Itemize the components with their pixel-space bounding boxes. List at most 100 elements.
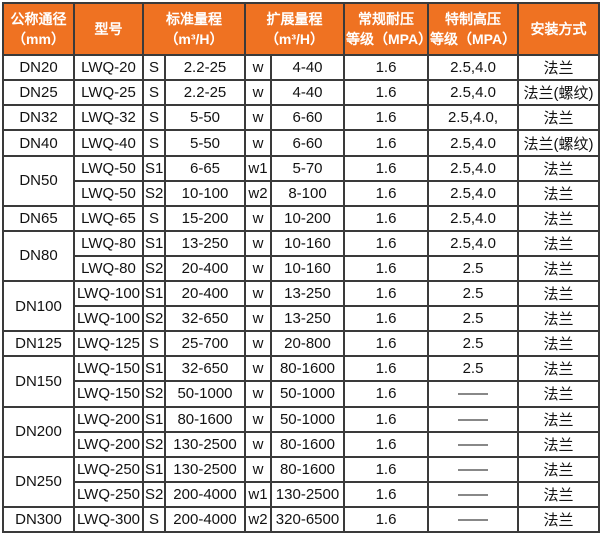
- header-extended-range: 扩展量程 （m³/H）: [244, 1, 345, 57]
- cell-std-range: 2.2-25: [164, 54, 246, 82]
- cell-ext-grade: w: [244, 355, 272, 383]
- table-row: DN200 LWQ-200 S1 80-1600 w 50-1000 1.6 —…: [2, 405, 600, 458]
- cell-normal-pressure: 1.6: [343, 380, 429, 408]
- cell-high-pressure: 2.5,4.0: [427, 204, 519, 232]
- cell-install: 法兰: [517, 179, 600, 207]
- cell-ext-grade: w: [244, 254, 272, 283]
- cell-normal-pressure: 1.6: [343, 254, 429, 283]
- cell-ext-grade: w2: [244, 505, 272, 534]
- cell-dn: DN40: [2, 129, 75, 157]
- cell-normal-pressure: 1.6: [343, 480, 429, 508]
- cell-std-range: 20-400: [164, 280, 246, 308]
- cell-ext-grade: w1: [244, 154, 272, 182]
- cell-std-range: 32-650: [164, 305, 246, 333]
- cell-model: LWQ-40: [73, 129, 144, 157]
- cell-std-grade: S2: [142, 179, 166, 207]
- cell-std-range: 10-100: [164, 179, 246, 207]
- cell-high-pressure: ——: [427, 430, 519, 458]
- cell-normal-pressure: 1.6: [343, 330, 429, 358]
- cell-ext-grade: w2: [244, 179, 272, 207]
- cell-ext-grade: w: [244, 104, 272, 132]
- cell-model: LWQ-300: [73, 505, 144, 534]
- cell-install: 法兰: [517, 380, 600, 408]
- cell-model: LWQ-50: [73, 154, 144, 182]
- cell-std-grade: S2: [142, 480, 166, 508]
- cell-std-range: 50-1000: [164, 380, 246, 408]
- cell-ext-range: 6-60: [270, 104, 345, 132]
- cell-std-grade: S1: [142, 405, 166, 433]
- cell-std-range: 2.2-25: [164, 79, 246, 107]
- table-row: DN250 LWQ-250 S1 130-2500 w 80-1600 1.6 …: [2, 455, 600, 508]
- cell-std-grade: S1: [142, 154, 166, 182]
- cell-normal-pressure: 1.6: [343, 505, 429, 534]
- cell-install: 法兰: [517, 480, 600, 508]
- table-row: LWQ-150 S2 50-1000 w 50-1000 1.6 —— 法兰: [3, 380, 600, 408]
- cell-std-grade: S1: [142, 229, 166, 257]
- cell-normal-pressure: 1.6: [343, 430, 429, 458]
- cell-std-grade: S: [142, 79, 166, 107]
- cell-model: LWQ-25: [73, 79, 144, 107]
- cell-high-pressure: 2.5: [427, 305, 519, 333]
- table-row: LWQ-80 S2 20-400 w 10-160 1.6 2.5 法兰: [3, 254, 600, 283]
- cell-high-pressure: 2.5,4.0: [427, 54, 519, 82]
- cell-high-pressure: 2.5,4.0: [427, 154, 519, 182]
- cell-ext-grade: w: [244, 204, 272, 232]
- cell-std-range: 32-650: [164, 355, 246, 383]
- table-row: DN150 LWQ-150 S1 32-650 w 80-1600 1.6 2.…: [2, 355, 600, 408]
- table-row: LWQ-200 S2 130-2500 w 80-1600 1.6 —— 法兰: [3, 430, 600, 458]
- header-special-pressure: 特制高压 等级（MPA）: [427, 1, 519, 57]
- cell-std-range: 130-2500: [164, 455, 246, 483]
- cell-ext-range: 20-800: [270, 330, 345, 358]
- cell-high-pressure: ——: [427, 380, 519, 408]
- cell-std-range: 25-700: [164, 330, 246, 358]
- table-row: LWQ-250 S2 200-4000 w1 130-2500 1.6 —— 法…: [3, 480, 600, 508]
- cell-ext-range: 130-2500: [270, 480, 345, 508]
- cell-ext-range: 4-40: [270, 79, 345, 107]
- cell-normal-pressure: 1.6: [343, 204, 429, 232]
- cell-std-range: 13-250: [164, 229, 246, 257]
- cell-high-pressure: 2.5,4.0: [427, 79, 519, 107]
- cell-normal-pressure: 1.6: [343, 54, 429, 82]
- cell-normal-pressure: 1.6: [343, 229, 429, 257]
- cell-model: LWQ-250: [73, 480, 144, 508]
- cell-dn: DN250: [2, 455, 75, 508]
- cell-dn: DN150: [2, 355, 75, 408]
- cell-model: LWQ-125: [73, 330, 144, 358]
- cell-std-range: 5-50: [164, 104, 246, 132]
- cell-std-grade: S1: [142, 355, 166, 383]
- cell-std-grade: S: [142, 54, 166, 82]
- cell-install: 法兰: [517, 430, 600, 458]
- cell-dn: DN80: [2, 229, 75, 283]
- cell-ext-range: 50-1000: [270, 405, 345, 433]
- table-row: DN25 LWQ-25 S 2.2-25 w 4-40 1.6 2.5,4.0 …: [2, 79, 600, 107]
- cell-normal-pressure: 1.6: [343, 280, 429, 308]
- cell-normal-pressure: 1.6: [343, 305, 429, 333]
- cell-dn: DN50: [2, 154, 75, 207]
- cell-ext-range: 50-1000: [270, 380, 345, 408]
- cell-ext-grade: w: [244, 305, 272, 333]
- cell-std-grade: S2: [142, 254, 166, 283]
- cell-std-grade: S1: [142, 455, 166, 483]
- cell-install: 法兰: [517, 154, 600, 182]
- cell-ext-range: 80-1600: [270, 430, 345, 458]
- cell-model: LWQ-32: [73, 104, 144, 132]
- cell-install: 法兰: [517, 455, 600, 483]
- header-nominal-diameter: 公称通径 （mm）: [2, 1, 75, 57]
- cell-std-grade: S: [142, 129, 166, 157]
- cell-ext-range: 80-1600: [270, 355, 345, 383]
- cell-ext-range: 10-160: [270, 254, 345, 283]
- cell-ext-range: 10-200: [270, 204, 345, 232]
- cell-ext-grade: w: [244, 380, 272, 408]
- cell-dn: DN25: [2, 79, 75, 107]
- cell-high-pressure: ——: [427, 405, 519, 433]
- cell-model: LWQ-150: [73, 380, 144, 408]
- cell-std-grade: S2: [142, 305, 166, 333]
- cell-std-grade: S2: [142, 380, 166, 408]
- cell-normal-pressure: 1.6: [343, 179, 429, 207]
- cell-std-range: 80-1600: [164, 405, 246, 433]
- cell-ext-range: 8-100: [270, 179, 345, 207]
- header-model: 型号: [73, 1, 144, 57]
- table-row: DN32 LWQ-32 S 5-50 w 6-60 1.6 2.5,4.0, 法…: [2, 104, 600, 132]
- cell-ext-range: 13-250: [270, 305, 345, 333]
- cell-dn: DN20: [2, 54, 75, 82]
